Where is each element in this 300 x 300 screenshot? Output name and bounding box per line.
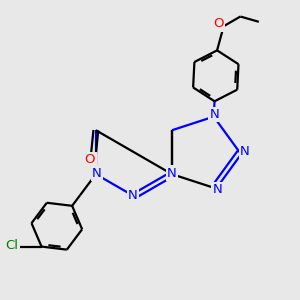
Text: Cl: Cl — [5, 239, 18, 252]
Text: N: N — [92, 167, 102, 180]
Text: N: N — [240, 145, 250, 158]
Text: N: N — [167, 167, 177, 180]
Text: O: O — [85, 153, 95, 166]
Text: N: N — [128, 189, 138, 202]
Text: O: O — [213, 17, 224, 31]
Text: N: N — [210, 108, 220, 121]
Text: N: N — [212, 183, 222, 196]
